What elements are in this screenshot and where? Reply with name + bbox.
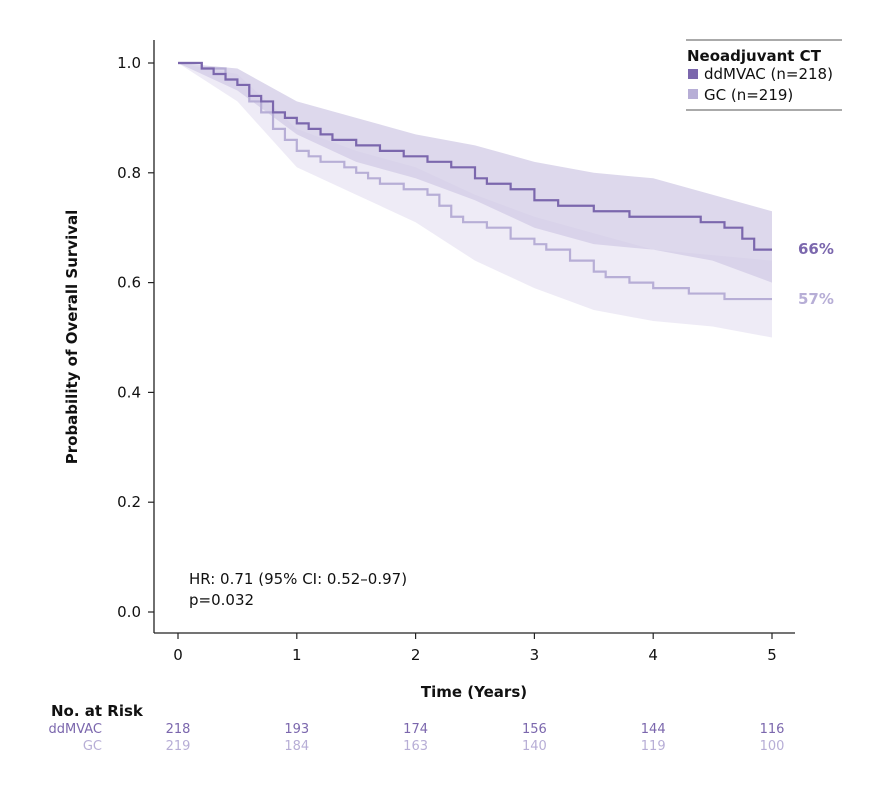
hr-annotation: HR: 0.71 (95% CI: 0.52–0.97) [189,570,407,588]
x-tick-label: 5 [767,646,777,664]
p-value-annotation: p=0.032 [189,591,254,609]
legend-swatch-ddmvac [688,69,698,79]
risk-row-label: ddMVAC [48,722,102,737]
risk-cell: 184 [284,739,309,754]
risk-table: ddMVAC 218 193 174 156 144 116 GC 219 184 163 140 11… [48,722,784,754]
risk-cell: 144 [641,722,666,737]
end-label-ddmvac: 66% [798,240,834,258]
risk-cell: 116 [760,722,785,737]
legend-swatch-gc [688,89,698,99]
y-tick-label: 0.2 [117,493,141,511]
x-tick-label: 4 [648,646,658,664]
risk-row-label: GC [83,739,102,754]
x-tick-label: 3 [530,646,540,664]
y-tick-label: 0.4 [117,383,141,401]
risk-cell: 193 [284,722,309,737]
legend-label-ddmvac: ddMVAC (n=218) [704,65,833,83]
legend: Neoadjuvant CT ddMVAC (n=218) GC (n=219) [686,39,842,111]
risk-cell: 140 [522,739,547,754]
x-axis-title: Time (Years) [421,683,527,701]
end-label-gc: 57% [798,290,834,308]
risk-table-title: No. at Risk [51,702,144,720]
y-axis-ticks: 0.0 0.2 0.4 0.6 0.8 1.0 [117,54,154,621]
survival-curves [178,61,772,301]
y-tick-label: 0.6 [117,274,141,292]
survival-curve-ddmvac [178,61,772,251]
risk-cell: 119 [641,739,666,754]
x-axis-ticks: 0 1 2 3 4 5 [173,633,777,664]
y-tick-label: 0.8 [117,164,141,182]
x-tick-label: 1 [292,646,302,664]
legend-label-gc: GC (n=219) [704,86,793,104]
x-tick-label: 2 [411,646,421,664]
x-tick-label: 0 [173,646,183,664]
risk-cell: 174 [403,722,428,737]
risk-cell: 156 [522,722,547,737]
legend-title: Neoadjuvant CT [687,47,822,65]
risk-cell: 100 [760,739,785,754]
risk-cell: 163 [403,739,428,754]
confidence-bands [178,63,772,338]
y-tick-label: 1.0 [117,54,141,72]
y-tick-label: 0.0 [117,603,141,621]
risk-cell: 218 [166,722,191,737]
y-axis-title: Probability of Overall Survival [63,210,81,465]
risk-cell: 219 [166,739,191,754]
survival-curve-gc [178,61,772,301]
